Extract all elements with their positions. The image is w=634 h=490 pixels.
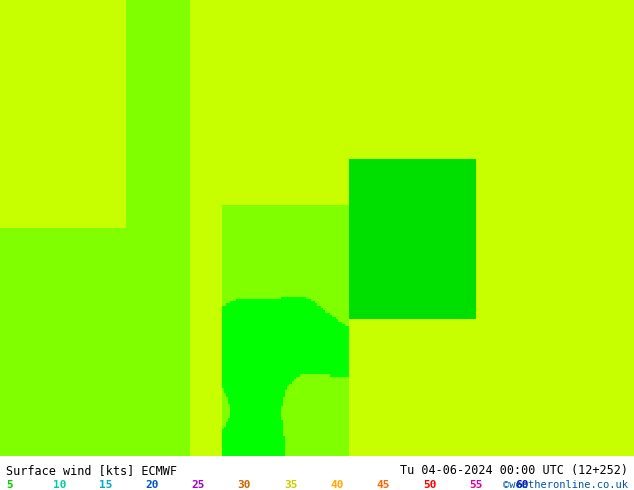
Text: 35: 35 <box>284 480 297 490</box>
Text: 20: 20 <box>145 480 158 490</box>
Text: 55: 55 <box>469 480 482 490</box>
Text: 50: 50 <box>423 480 436 490</box>
Text: 60: 60 <box>515 480 529 490</box>
Text: 40: 40 <box>330 480 344 490</box>
Text: Tu 04-06-2024 00:00 UTC (12+252): Tu 04-06-2024 00:00 UTC (12+252) <box>399 465 628 477</box>
Text: 25: 25 <box>191 480 205 490</box>
Text: ©weatheronline.co.uk: ©weatheronline.co.uk <box>503 480 628 490</box>
Text: 15: 15 <box>99 480 112 490</box>
Text: 30: 30 <box>238 480 251 490</box>
Text: 45: 45 <box>377 480 390 490</box>
Text: 10: 10 <box>53 480 66 490</box>
Text: 5: 5 <box>6 480 13 490</box>
Text: Surface wind [kts] ECMWF: Surface wind [kts] ECMWF <box>6 465 178 477</box>
